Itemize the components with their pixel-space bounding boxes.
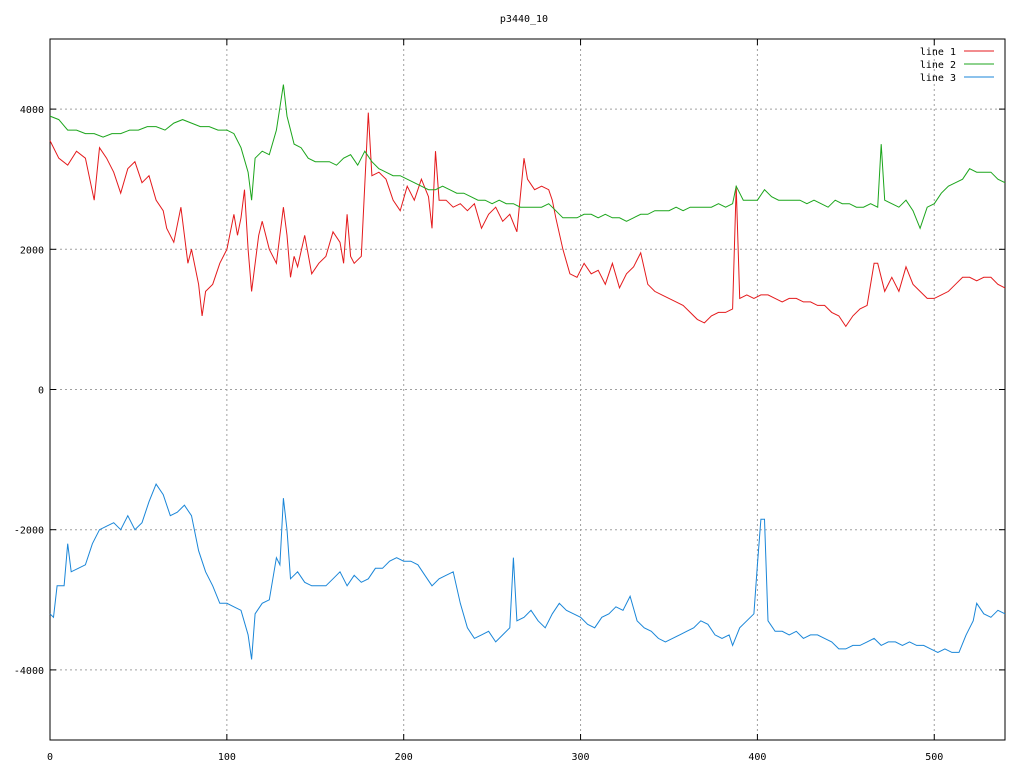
x-tick-label: 400 xyxy=(748,752,766,763)
y-tick-label: -4000 xyxy=(14,666,44,677)
y-tick-label: -2000 xyxy=(14,526,44,537)
legend-label-1: line 1 xyxy=(920,47,956,58)
chart-title: p3440_10 xyxy=(500,14,548,25)
x-tick-label: 500 xyxy=(925,752,943,763)
series-line-1 xyxy=(49,112,1006,328)
legend: line 1 line 2 line 3 xyxy=(920,47,994,84)
y-tick-label: 4000 xyxy=(20,105,44,116)
y-tick-label: 0 xyxy=(38,386,44,397)
series-line-2 xyxy=(49,84,1006,230)
grid-lines xyxy=(50,39,1005,740)
legend-label-2: line 2 xyxy=(920,60,956,71)
legend-label-3: line 3 xyxy=(920,73,956,84)
series-line-3 xyxy=(49,483,1006,660)
x-tick-label: 100 xyxy=(218,752,236,763)
axis-ticks: 0 100 200 300 400 500 -4000 -2000 0 2000 4000 xyxy=(14,39,1005,763)
y-tick-label: 2000 xyxy=(20,245,44,256)
x-tick-label: 200 xyxy=(395,752,413,763)
x-tick-label: 300 xyxy=(572,752,590,763)
x-tick-label: 0 xyxy=(47,752,53,763)
series-lines xyxy=(49,84,1006,660)
